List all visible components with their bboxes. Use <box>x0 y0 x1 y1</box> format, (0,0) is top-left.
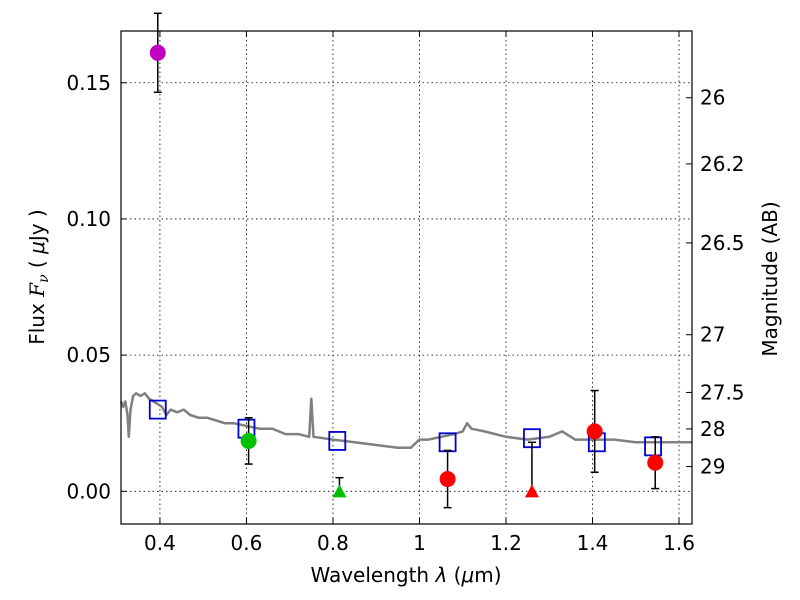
y-tick-label: 0.00 <box>66 479 111 503</box>
y-tick-label: 0.15 <box>66 71 111 95</box>
x-tick-label: 1 <box>413 531 426 555</box>
upper-limit-triangle <box>524 484 539 498</box>
y-tick-label: 0.05 <box>66 343 111 367</box>
observed-flux-point <box>647 454 664 471</box>
y-axis-ticks: 0.00 0.05 0.10 0.15 <box>66 71 127 503</box>
x-tick-label: 1.2 <box>490 531 522 555</box>
model-photometry-square <box>148 399 167 420</box>
y2-tick-label: 29 <box>700 455 725 479</box>
model-photometry-square <box>328 431 347 451</box>
observed-flux-point <box>439 471 456 488</box>
x-tick-label: 1.4 <box>577 531 609 555</box>
y2-tick-label: 26 <box>700 86 725 110</box>
observations-layer <box>149 12 664 509</box>
upper-limit-triangle <box>332 484 347 498</box>
y2-tick-label: 27.5 <box>700 380 745 404</box>
y-tick-label: 0.10 <box>66 207 111 231</box>
x-tick-label: 1.6 <box>663 531 695 555</box>
y2-tick-label: 26.2 <box>700 152 745 176</box>
y-axis-label: Flux Fν ( μJy ) <box>25 209 52 345</box>
grid <box>121 31 692 524</box>
y2-axis-label: Magnitude (AB) <box>758 201 782 356</box>
x-axis-ticks: 0.4 0.6 0.8 1 1.2 1.4 1.6 <box>144 31 695 555</box>
observed-flux-point <box>149 44 166 61</box>
x-tick-label: 0.8 <box>317 531 349 555</box>
x-axis-label: Wavelength λ (μm) <box>310 563 501 587</box>
right-magnitude-axis-ticks: 26 26.2 26.5 27 27.5 28 29 <box>686 86 745 479</box>
model-photometry-square <box>644 436 662 457</box>
plot-frame <box>120 30 693 525</box>
y2-tick-label: 26.5 <box>700 231 745 255</box>
y2-tick-label: 27 <box>700 323 725 347</box>
observed-flux-point <box>586 423 603 440</box>
observed-flux-point <box>240 432 257 449</box>
sed-model-layer <box>119 392 692 449</box>
y2-tick-label: 28 <box>700 417 725 441</box>
x-tick-label: 0.6 <box>231 531 263 555</box>
x-tick-label: 0.4 <box>144 531 176 555</box>
sed-model-line <box>119 392 692 449</box>
